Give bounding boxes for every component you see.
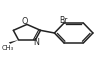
Polygon shape xyxy=(9,40,19,44)
Text: CH₃: CH₃ xyxy=(2,45,14,51)
Text: N: N xyxy=(33,38,39,47)
Text: Br: Br xyxy=(59,16,67,25)
Text: O: O xyxy=(22,17,28,26)
